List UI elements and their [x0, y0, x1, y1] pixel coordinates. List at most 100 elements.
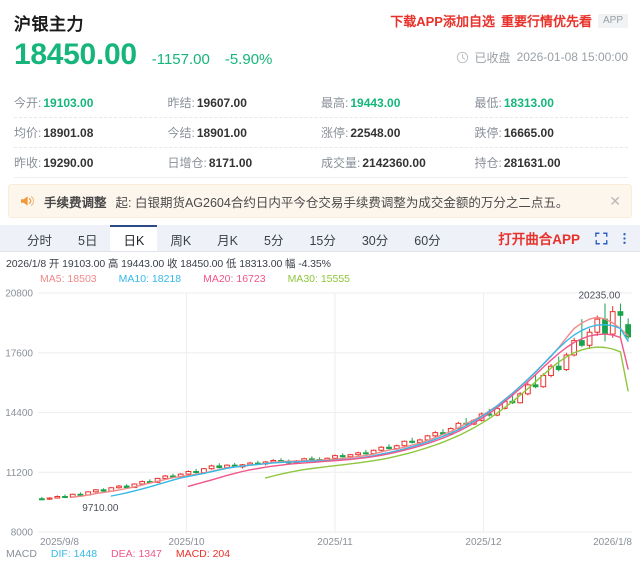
candle-body — [571, 340, 578, 356]
candle-body — [38, 498, 45, 501]
tab-60分[interactable]: 60分 — [414, 233, 441, 248]
stat-value: 18901.00 — [196, 126, 247, 140]
candle-body — [100, 489, 107, 492]
notice-tag: 手续费调整 — [44, 195, 107, 210]
candle-body — [586, 331, 593, 346]
stat-最高: 最高: 19443.00 — [321, 94, 475, 111]
ma-legend-MA5: MA5: 18503 — [40, 273, 97, 285]
candle-body — [416, 439, 423, 443]
x-axis-tick: 2026/1/8 — [593, 537, 632, 548]
app-promo[interactable]: 下载APP添加自选 重要行情优先看 APP — [390, 11, 628, 30]
candle-body — [123, 485, 130, 489]
notice-banner: 手续费调整 起: 白银期货AG2604合约日内平今仓交易手续费调整为成交金额的万… — [8, 184, 632, 218]
stat-label: 最高: — [321, 96, 349, 110]
stats-row: 昨收: 19290.00 日增仓: 8171.00 成交量: 2142360.00 持仓: 2… — [14, 148, 628, 178]
quote-stats-grid: 今开: 19103.00 昨结: 19607.00 最高: 19443.00 最低: 1831… — [0, 88, 640, 178]
ma-line-MA20 — [187, 333, 629, 487]
stat-今结: 今结: 18901.00 — [168, 124, 322, 141]
candle-body — [77, 493, 84, 496]
macd-legend-MACD: MACD: 204 — [175, 548, 231, 560]
tab-5分[interactable]: 5分 — [264, 233, 284, 248]
stat-value: 8171.00 — [208, 156, 253, 170]
fullscreen-button[interactable] — [594, 225, 618, 251]
candle-body — [401, 440, 408, 447]
megaphone-icon — [21, 196, 35, 206]
stats-row: 均价: 18901.08 今结: 18901.00 涨停: 22548.00 跌停: 1666… — [14, 118, 628, 148]
candle-body — [92, 489, 99, 493]
y-axis-tick: 11200 — [6, 468, 34, 479]
candle-body — [532, 384, 539, 388]
candle-body — [46, 497, 53, 500]
promo-text-primary: 下载APP添加自选 — [390, 14, 495, 29]
candle-body — [617, 311, 624, 316]
status-timestamp: 2026-01-08 15:00:00 — [516, 50, 628, 64]
candle-body — [517, 393, 524, 404]
kline-chart[interactable]: 8000 11200 14400 17600 20800 2025/9/8 2025/10 2… — [0, 287, 640, 561]
stat-label: 今结: — [167, 126, 195, 140]
stat-label: 今开: — [14, 96, 42, 110]
more-options-button[interactable] — [618, 225, 640, 251]
stat-最低: 最低: 18313.00 — [475, 94, 629, 111]
tab-15分[interactable]: 15分 — [309, 233, 336, 248]
close-icon[interactable]: ✕ — [609, 192, 621, 209]
quote-header: 沪银主力 下载APP添加自选 重要行情优先看 APP 18450.00 -115… — [0, 0, 640, 88]
fullscreen-icon — [595, 232, 608, 244]
tab-月K[interactable]: 月K — [217, 233, 238, 248]
price-change-percent: -5.90% — [224, 51, 273, 68]
symbol-name: 沪银主力 — [14, 15, 84, 34]
candle-body — [339, 455, 346, 458]
tab-日K[interactable]: 日K — [110, 225, 158, 251]
stat-value: 18901.08 — [43, 126, 94, 140]
annotation-period-high: 20235.00 — [578, 291, 620, 302]
tab-周K[interactable]: 周K — [170, 233, 192, 248]
stat-label: 持仓: — [474, 156, 502, 170]
stat-label: 最低: — [474, 96, 502, 110]
stat-日增仓: 日增仓: 8171.00 — [168, 154, 322, 171]
annotation-period-low: 9710.00 — [82, 503, 119, 514]
ma-legend-MA30: MA30: 15555 — [287, 273, 351, 285]
ma-line-MA10 — [110, 324, 629, 497]
candle-body — [409, 440, 416, 443]
candle-body — [208, 465, 215, 470]
tab-分时[interactable]: 分时 — [27, 233, 53, 248]
candle-body — [193, 471, 200, 474]
last-price: 18450.00 — [14, 38, 137, 71]
stat-label: 跌停: — [474, 126, 502, 140]
stat-持仓: 持仓: 281631.00 — [475, 154, 629, 171]
stat-value: 2142360.00 — [362, 156, 426, 170]
candle-body — [139, 481, 146, 485]
promo-text-secondary: 重要行情优先看 — [500, 14, 592, 29]
candle-body — [332, 455, 338, 459]
stat-value: 281631.00 — [503, 156, 561, 170]
more-vertical-icon — [623, 232, 626, 244]
ohlc-summary: 2026/1/8 开 19103.00 高 19443.00 收 18450.0… — [6, 258, 331, 270]
candle-body — [54, 496, 61, 499]
stat-label: 成交量: — [321, 156, 361, 170]
stat-今开: 今开: 19103.00 — [14, 94, 168, 111]
candle-body — [216, 465, 223, 469]
macd-legend-DIF: DIF: 1448 — [50, 548, 98, 560]
app-badge: APP — [597, 13, 628, 28]
candle-body — [625, 324, 632, 338]
candle-body — [185, 471, 192, 475]
stat-label: 日增仓: — [167, 156, 207, 170]
tab-5日[interactable]: 5日 — [78, 233, 98, 248]
stats-row: 今开: 19103.00 昨结: 19607.00 最高: 19443.00 最低: 1831… — [14, 88, 628, 118]
kline-canvas[interactable]: 8000 11200 14400 17600 20800 2025/9/8 2025/10 2… — [0, 287, 640, 560]
y-axis-tick: 20800 — [5, 289, 33, 300]
stat-value: 19443.00 — [350, 96, 401, 110]
stat-value: 19607.00 — [196, 96, 247, 110]
ma-legend-MA10: MA10: 18218 — [118, 273, 182, 285]
stat-label: 昨结: — [167, 96, 195, 110]
open-app-button[interactable]: 打开曲合APP — [498, 232, 580, 247]
stat-value: 22548.00 — [350, 126, 401, 140]
clock-icon — [456, 51, 468, 63]
stat-value: 19290.00 — [43, 156, 94, 170]
y-axis-tick: 14400 — [5, 408, 33, 419]
stat-昨结: 昨结: 19607.00 — [168, 94, 322, 111]
ma-legend: MA5: 18503 MA10: 18218 MA20: 16723 MA30: 15… — [0, 271, 640, 285]
stat-昨收: 昨收: 19290.00 — [14, 154, 168, 171]
period-tabbar: 分时 5日 日K 周K 月K 5分 15分 30分 60分 打开曲合APP — [0, 225, 640, 252]
price-change: -1157.00 — [151, 51, 210, 68]
tab-30分[interactable]: 30分 — [361, 233, 389, 248]
